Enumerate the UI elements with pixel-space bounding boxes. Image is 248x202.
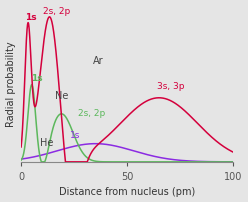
Text: 1s: 1s <box>31 73 42 82</box>
Text: 1s: 1s <box>70 131 80 140</box>
Text: 2s, 2p: 2s, 2p <box>43 7 71 16</box>
Text: Ar: Ar <box>93 56 104 65</box>
Text: 3s, 3p: 3s, 3p <box>157 82 184 91</box>
Text: He: He <box>40 137 54 147</box>
Text: Ne: Ne <box>55 90 68 100</box>
X-axis label: Distance from nucleus (pm): Distance from nucleus (pm) <box>59 186 195 197</box>
Text: 2s, 2p: 2s, 2p <box>78 108 106 117</box>
Y-axis label: Radial probability: Radial probability <box>5 41 16 126</box>
Text: 1s: 1s <box>25 13 36 21</box>
